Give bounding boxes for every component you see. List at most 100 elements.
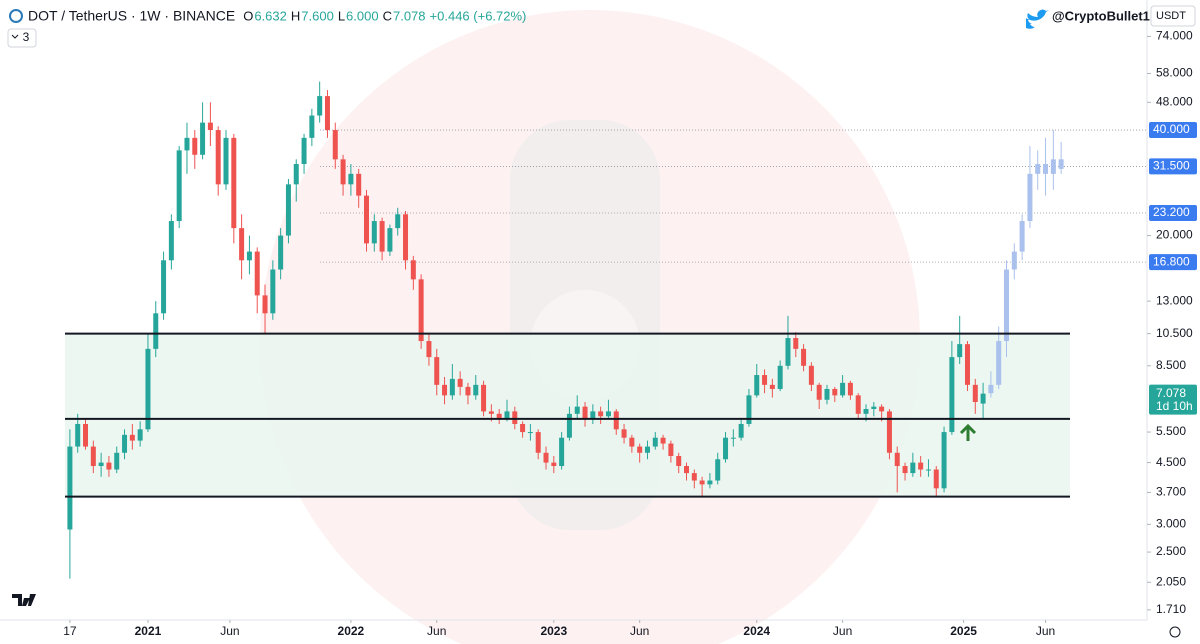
candle-body xyxy=(777,365,783,389)
candle-body xyxy=(996,341,1002,385)
candle-body xyxy=(684,466,690,474)
y-tick-label: 4.500 xyxy=(1156,455,1186,469)
y-tick-label: 8.500 xyxy=(1156,358,1186,372)
y-tick-label: 3.700 xyxy=(1156,485,1186,499)
candle-body xyxy=(332,130,338,160)
candle-body xyxy=(925,469,931,471)
candle-body xyxy=(762,375,768,385)
y-tick-label: 13.000 xyxy=(1156,293,1193,307)
x-tick-label: Jun xyxy=(833,624,852,638)
ohlc-value: 7.078 xyxy=(393,8,426,23)
candle-body xyxy=(231,137,237,229)
y-tick-label: 2.500 xyxy=(1156,544,1186,558)
candle-body xyxy=(629,437,635,447)
candle-body xyxy=(707,480,713,485)
candle-body xyxy=(769,384,775,389)
x-tick-label: 2024 xyxy=(743,624,770,638)
candle-body xyxy=(520,423,526,433)
x-tick-label: Jun xyxy=(427,624,446,638)
watermark-handle: @CryptoBullet1 xyxy=(1052,8,1150,23)
currency-button[interactable] xyxy=(1150,5,1196,27)
candle-body xyxy=(972,384,978,403)
x-tick-label: 2025 xyxy=(950,624,977,638)
candle-body xyxy=(192,137,198,155)
candle-body xyxy=(254,251,260,296)
candle-body xyxy=(75,423,81,447)
candle-body xyxy=(964,344,970,385)
candle-body xyxy=(262,295,268,314)
indicator-badge[interactable] xyxy=(7,28,37,48)
candle-body xyxy=(106,462,112,470)
candle-body xyxy=(246,251,252,261)
candle-body xyxy=(676,455,682,467)
candle-body xyxy=(621,429,627,438)
candle-body xyxy=(902,466,908,474)
y-tick-label: 74.000 xyxy=(1156,29,1193,43)
candle-body xyxy=(832,388,838,396)
candle-body xyxy=(215,130,221,185)
level-label-box xyxy=(1149,122,1197,139)
chevron xyxy=(11,34,19,39)
candle-body xyxy=(223,137,229,185)
plot-area xyxy=(65,81,1147,579)
candle-body xyxy=(457,378,463,387)
candle-body xyxy=(910,462,916,474)
candle-body xyxy=(918,462,924,470)
tradingview-logo xyxy=(12,594,36,606)
candle-body xyxy=(379,221,385,252)
settings-icon[interactable] xyxy=(1169,626,1181,638)
level-label-box xyxy=(1149,254,1197,271)
countdown: 1d 10h xyxy=(1156,399,1193,413)
candle-body xyxy=(847,382,853,396)
candle-body xyxy=(301,137,307,165)
candle-body xyxy=(933,469,939,489)
x-tick-label: Jun xyxy=(220,624,239,638)
ohlc-key: L xyxy=(338,8,345,23)
candle-body xyxy=(941,432,947,489)
candle-body xyxy=(723,437,729,460)
candle-body xyxy=(668,443,674,456)
candle-body xyxy=(598,411,604,417)
candle-body xyxy=(691,473,697,481)
candle-body xyxy=(1004,269,1010,342)
candle-body xyxy=(980,393,986,404)
last-price-label: 7.078 xyxy=(1156,386,1186,400)
level-label: 40.000 xyxy=(1153,122,1190,136)
candle-body xyxy=(145,348,151,430)
candle-body xyxy=(699,480,705,485)
candle-body xyxy=(324,96,330,131)
y-tick-label: 1.710 xyxy=(1156,602,1186,616)
x-tick-label: 2022 xyxy=(338,624,365,638)
y-tick-label: 58.000 xyxy=(1156,66,1193,80)
arrow-up xyxy=(959,423,977,441)
candle-body xyxy=(1027,173,1033,222)
candle-body xyxy=(512,411,518,424)
candle-body xyxy=(356,173,362,196)
candle-body xyxy=(481,384,487,412)
candle-body xyxy=(871,406,877,409)
candle-body xyxy=(574,406,580,414)
candle-body xyxy=(418,279,424,342)
candle-body xyxy=(816,384,822,400)
candle-body xyxy=(161,260,167,314)
y-tick-label: 10.500 xyxy=(1156,326,1193,340)
candle-body xyxy=(496,413,502,419)
candle-body xyxy=(67,446,73,530)
candle-body xyxy=(801,348,807,366)
candle-body xyxy=(340,159,346,185)
candle-body xyxy=(1019,221,1025,252)
level-label-box xyxy=(1149,158,1197,175)
candle-body xyxy=(465,386,471,396)
x-tick-label: Jun xyxy=(630,624,649,638)
candle-body xyxy=(200,122,206,155)
candle-body xyxy=(1050,159,1056,174)
candle-body xyxy=(317,96,323,116)
candle-body xyxy=(129,434,135,441)
symbol-title: DOT / TetherUS · 1W · BINANCE xyxy=(28,8,235,24)
candle-body xyxy=(442,384,448,396)
candle-body xyxy=(551,462,557,467)
candle-body xyxy=(527,432,533,434)
candle-body xyxy=(504,411,510,419)
change: +0.446 (+6.72%) xyxy=(430,8,527,23)
candle-body xyxy=(824,388,830,400)
